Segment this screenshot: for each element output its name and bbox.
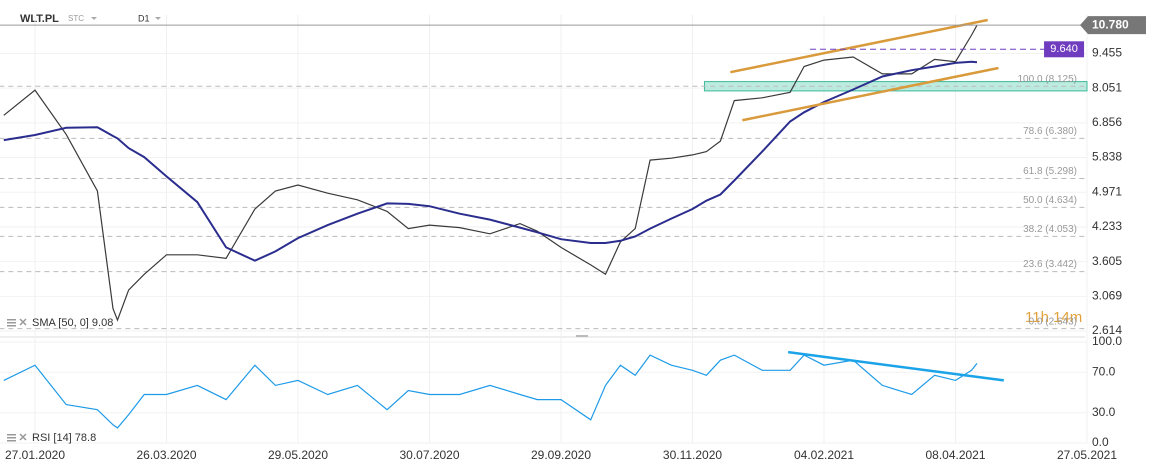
fib-label: 38.2 (4.053) [1023, 224, 1077, 235]
y-tick-label: 30.0 [1092, 405, 1116, 419]
symbol: WLT.PL [20, 13, 59, 25]
y-tick-label: 6.856 [1092, 115, 1122, 129]
y-tick-label: 4.233 [1092, 219, 1122, 233]
fib-label: 0.0 (2.643) [1029, 316, 1077, 327]
dropdown-icon[interactable] [155, 17, 161, 20]
x-tick-label: 29.05.2020 [268, 448, 328, 462]
x-tick-label: 27.05.2021 [1057, 448, 1117, 462]
level-label: 9.640 [1050, 43, 1078, 55]
fib-label: 61.8 (5.298) [1023, 166, 1077, 177]
y-tick-label: 8.051 [1092, 80, 1122, 94]
x-tick-label: 30.11.2020 [663, 448, 722, 462]
y-tick-label: 2.614 [1092, 323, 1122, 337]
x-tick-label: 30.07.2020 [399, 448, 459, 462]
series-line [3, 24, 978, 322]
trendline [787, 350, 1004, 382]
x-tick-label: 08.04.2021 [925, 448, 985, 462]
interval: D1 [138, 13, 150, 23]
x-tick-label: 29.09.2020 [531, 448, 591, 462]
trendline [730, 18, 988, 74]
y-tick-label: 5.838 [1092, 150, 1122, 164]
fib-label: 23.6 (3.442) [1023, 259, 1077, 270]
legend: RSI [14] 78.8 [32, 432, 96, 444]
y-tick-label: 4.971 [1092, 184, 1122, 198]
fib-label: 100.0 (8.125) [1018, 74, 1078, 85]
fib-label: 78.6 (6.380) [1023, 126, 1077, 137]
last-price-badge [1080, 16, 1146, 35]
level-badge [1044, 41, 1085, 58]
countdown: 11h 14m [1025, 309, 1082, 326]
y-tick-label: 0.0 [1092, 435, 1109, 449]
fib-label: 50.0 (4.634) [1023, 195, 1077, 206]
series-line [3, 354, 978, 429]
y-tick-label: 3.069 [1092, 289, 1122, 303]
y-tick-label: 9.455 [1092, 46, 1122, 60]
last-price-label: 10.780 [1092, 17, 1129, 31]
x-tick-label: 04.02.2021 [794, 448, 854, 462]
y-tick-label: 3.605 [1092, 254, 1122, 268]
x-tick-label: 27.01.2020 [5, 448, 65, 462]
y-tick-label: 100.0 [1092, 334, 1122, 348]
trendline [742, 66, 999, 122]
legend: SMA [50, 0] 9.08 [32, 317, 113, 329]
legend-icons [7, 318, 27, 442]
resize-handle[interactable] [576, 335, 588, 337]
x-tick-label: 26.03.2020 [136, 448, 196, 462]
mode: STC [68, 14, 84, 23]
dropdown-icon[interactable] [91, 17, 97, 20]
y-tick-label: 70.0 [1092, 364, 1116, 378]
